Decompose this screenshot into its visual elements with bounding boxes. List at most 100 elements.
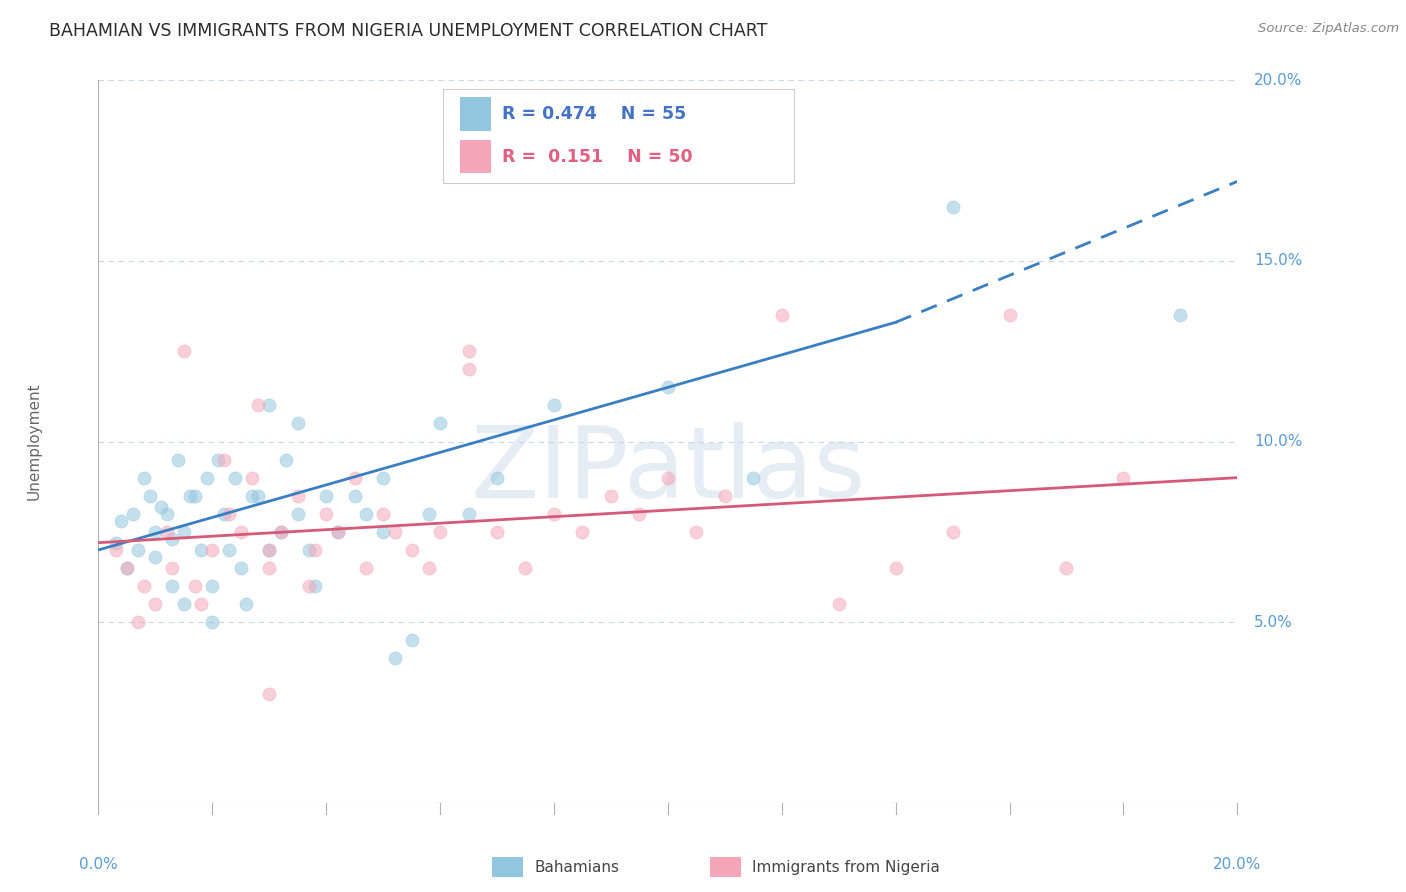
Point: [132, 579, 155, 593]
Point: [132, 471, 155, 485]
Point: [173, 597, 195, 611]
Point: [259, 687, 281, 701]
Text: 15.0%: 15.0%: [1254, 253, 1303, 268]
Point: [235, 597, 257, 611]
Point: [259, 398, 281, 412]
Point: [190, 542, 212, 557]
Point: [354, 507, 377, 521]
Point: [104, 542, 127, 557]
Point: [184, 579, 207, 593]
Point: [104, 535, 127, 549]
Point: [115, 561, 138, 575]
Text: Unemployment: Unemployment: [27, 383, 42, 500]
Point: [145, 550, 167, 565]
Point: [259, 542, 281, 557]
Point: [418, 507, 440, 521]
Point: [115, 561, 138, 575]
Text: 10.0%: 10.0%: [1254, 434, 1303, 449]
Point: [326, 524, 349, 539]
Point: [828, 597, 851, 611]
Point: [218, 542, 240, 557]
Point: [384, 524, 406, 539]
Text: R = 0.474    N = 55: R = 0.474 N = 55: [502, 105, 686, 123]
Point: [298, 542, 321, 557]
Point: [998, 308, 1021, 322]
Point: [304, 579, 326, 593]
Point: [240, 471, 263, 485]
Point: [201, 615, 224, 630]
Point: [315, 507, 337, 521]
Text: 20.0%: 20.0%: [1254, 73, 1303, 87]
Point: [150, 500, 173, 514]
Point: [315, 489, 337, 503]
Point: [884, 561, 907, 575]
Point: [371, 507, 394, 521]
Text: 5.0%: 5.0%: [1254, 615, 1294, 630]
Point: [190, 597, 212, 611]
Point: [600, 489, 623, 503]
Point: [156, 524, 179, 539]
Point: [571, 524, 593, 539]
Point: [229, 561, 252, 575]
Point: [127, 542, 149, 557]
Point: [486, 471, 509, 485]
Point: [742, 471, 765, 485]
Point: [287, 489, 309, 503]
Point: [162, 579, 184, 593]
Point: [167, 452, 190, 467]
Point: [287, 417, 309, 431]
Point: [276, 452, 298, 467]
Point: [246, 398, 269, 412]
Point: [714, 489, 737, 503]
Text: ZIPatlas: ZIPatlas: [470, 422, 866, 519]
Point: [457, 344, 479, 359]
Text: 20.0%: 20.0%: [1213, 857, 1261, 872]
Point: [628, 507, 651, 521]
Point: [162, 561, 184, 575]
Point: [201, 579, 224, 593]
Point: [259, 561, 281, 575]
Point: [543, 507, 565, 521]
Point: [224, 471, 246, 485]
Point: [270, 524, 292, 539]
Text: Source: ZipAtlas.com: Source: ZipAtlas.com: [1258, 22, 1399, 36]
Point: [401, 633, 423, 648]
Point: [270, 524, 292, 539]
Point: [326, 524, 349, 539]
Point: [212, 452, 235, 467]
Point: [240, 489, 263, 503]
Point: [1112, 471, 1135, 485]
Point: [343, 489, 366, 503]
Point: [515, 561, 537, 575]
Point: [184, 489, 207, 503]
Point: [543, 398, 565, 412]
Point: [1056, 561, 1078, 575]
Point: [418, 561, 440, 575]
Point: [201, 542, 224, 557]
Text: Immigrants from Nigeria: Immigrants from Nigeria: [752, 860, 941, 874]
Point: [298, 579, 321, 593]
Point: [246, 489, 269, 503]
Text: 0.0%: 0.0%: [79, 857, 118, 872]
Point: [401, 542, 423, 557]
Point: [457, 507, 479, 521]
Point: [173, 524, 195, 539]
Point: [457, 362, 479, 376]
Point: [127, 615, 149, 630]
Point: [156, 507, 179, 521]
Point: [195, 471, 218, 485]
Point: [770, 308, 793, 322]
Point: [259, 542, 281, 557]
Point: [138, 489, 160, 503]
Point: [110, 514, 132, 528]
Point: [162, 532, 184, 546]
Point: [354, 561, 377, 575]
Point: [145, 524, 167, 539]
Point: [173, 344, 195, 359]
Point: [657, 471, 679, 485]
Point: [121, 507, 143, 521]
Point: [343, 471, 366, 485]
Point: [429, 417, 451, 431]
Point: [685, 524, 707, 539]
Point: [145, 597, 167, 611]
